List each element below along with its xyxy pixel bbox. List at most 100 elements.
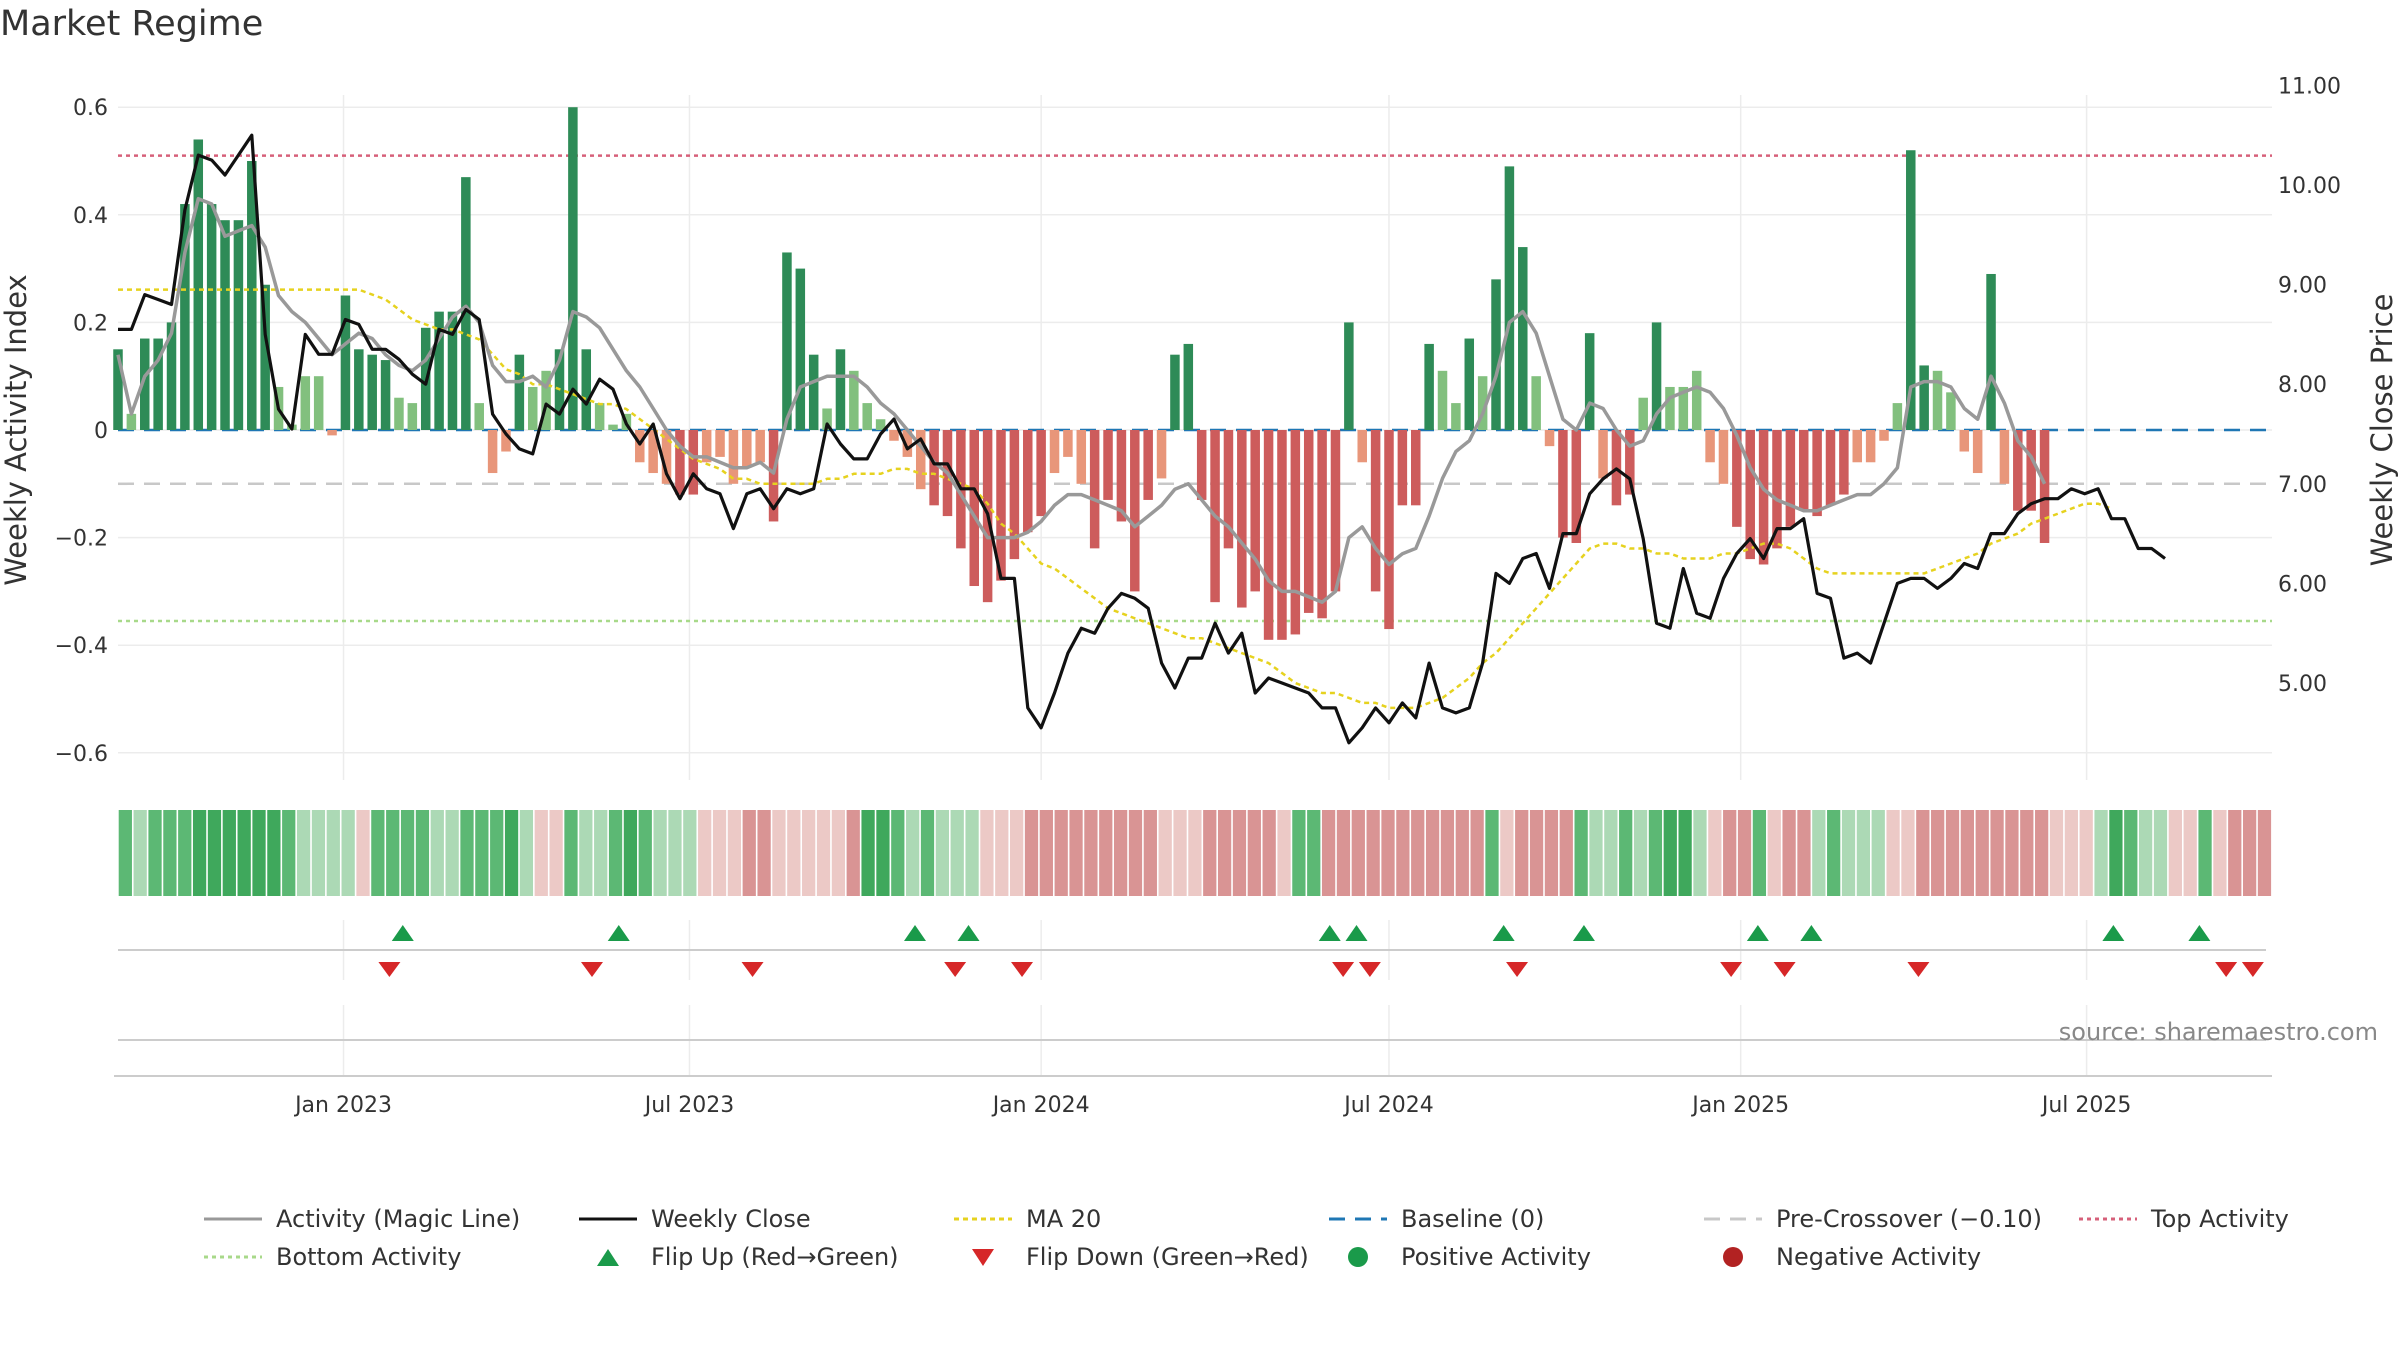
y-tick-label: 0.4 (73, 204, 108, 229)
regime-cell (1292, 810, 1306, 896)
activity-bar (782, 252, 792, 430)
activity-bar (434, 311, 444, 430)
y-axis-label: Weekly Activity Index (0, 274, 33, 585)
activity-bar (849, 370, 859, 430)
legend-label: Positive Activity (1401, 1243, 1591, 1271)
activity-bar (1531, 376, 1541, 430)
regime-cell (1841, 810, 1856, 896)
regime-cell (980, 810, 994, 896)
y2-tick-label: 10.00 (2278, 174, 2341, 199)
activity-bar (2026, 430, 2036, 511)
activity-bar (1023, 430, 1033, 533)
activity-bar (1063, 430, 1073, 457)
activity-bar (1959, 430, 1970, 452)
positive-dot-icon (1325, 1245, 1391, 1269)
flip-down-icon (950, 1245, 1016, 1269)
regime-cell (386, 810, 400, 896)
activity-bar (166, 322, 177, 430)
flip-up-marker (1318, 925, 1341, 941)
activity-bar (1785, 430, 1796, 527)
activity-bar (675, 430, 685, 495)
top-activity-icon (2075, 1207, 2141, 1231)
regime-cell (534, 810, 548, 896)
activity-bar (915, 430, 926, 490)
y2-tick-label: 8.00 (2278, 373, 2327, 398)
regime-cell (1544, 810, 1559, 896)
y2-tick-label: 5.00 (2278, 672, 2327, 697)
regime-cell (1886, 810, 1900, 896)
regime-cell (1782, 810, 1796, 896)
regime-cell (1604, 810, 1618, 896)
flip-up-marker (1800, 925, 1823, 941)
regime-cell (1024, 810, 1039, 896)
regime-cell (2228, 810, 2242, 896)
flip-up-marker (1345, 925, 1368, 941)
regime-cell (1277, 810, 1291, 896)
regime-cell (1440, 810, 1455, 896)
legend-label: Top Activity (2151, 1205, 2289, 1233)
legend-item-top: Top Activity (2075, 1205, 2325, 1233)
legend-item-flipdown: Flip Down (Green→Red) (950, 1243, 1325, 1271)
regime-cell (802, 810, 816, 896)
chart-title: Market Regime (0, 4, 264, 44)
regime-cell (311, 810, 326, 896)
activity-bar (1732, 430, 1742, 527)
flip-up-marker (2102, 925, 2125, 941)
activity-bar (447, 311, 458, 430)
activity-bar (648, 430, 658, 474)
regime-cell (1411, 810, 1425, 896)
legend-item-pre: Pre-Crossover (−0.10) (1700, 1205, 2075, 1233)
flip-markers-panel (118, 925, 2266, 977)
activity-bar (407, 403, 418, 430)
activity-bar (193, 139, 204, 431)
activity-bar (1076, 430, 1087, 484)
x-axis-ticks: Jan 2023 Jul 2023 Jan 2024 Jul 2024 Jan 2025… (293, 1093, 2131, 1118)
flip-down-marker (1773, 962, 1796, 977)
baseline-icon (1325, 1207, 1391, 1231)
regime-cell (504, 810, 519, 896)
regime-cell (1633, 810, 1648, 896)
activity-bar (969, 430, 979, 587)
regime-cell (1099, 810, 1113, 896)
activity-bar (1303, 430, 1314, 613)
series-lines (116, 133, 2166, 745)
activity-bar (661, 430, 672, 484)
legend-item-posact: Positive Activity (1325, 1243, 1700, 1271)
regime-cell (1500, 810, 1514, 896)
legend-item-baseline: Baseline (0) (1325, 1205, 1700, 1233)
weekly-close-line (118, 133, 2166, 745)
flip-up-marker (1492, 925, 1515, 941)
activity-bar (728, 430, 739, 484)
y2-tick-label: 7.00 (2278, 473, 2327, 498)
regime-cell (995, 810, 1009, 896)
activity-bar (1584, 333, 1595, 430)
activity-bar (1906, 150, 1916, 431)
y-axis-left-ticks: 0.6 0.4 0.2 0 −0.2 −0.4 −0.6 (55, 96, 108, 767)
activity-bar (1130, 430, 1140, 592)
activity-bar (1397, 430, 1408, 506)
y2-tick-label: 6.00 (2278, 572, 2327, 597)
regime-cell (356, 810, 370, 896)
regime-cell (445, 810, 459, 896)
y-tick-label: 0.6 (73, 96, 108, 121)
flip-down-marker (1720, 962, 1743, 977)
regime-cell (237, 810, 251, 896)
regime-cell (1307, 810, 1321, 896)
activity-bar (527, 386, 538, 430)
activity-bar (461, 177, 471, 430)
regime-cell (1574, 810, 1588, 896)
regime-cell (1470, 810, 1484, 896)
activity-bar (1986, 273, 1996, 430)
activity-bar (487, 430, 498, 474)
flip-up-marker (1746, 925, 1769, 941)
y-axis-right-ticks: 11.00 10.00 9.00 8.00 7.00 6.00 5.00 (2278, 74, 2341, 697)
activity-bar (701, 430, 712, 463)
regime-cell (712, 810, 727, 896)
regime-cell (846, 810, 860, 896)
legend-label: Activity (Magic Line) (276, 1205, 521, 1233)
regime-cell (1188, 810, 1202, 896)
activity-bar (514, 354, 525, 430)
regime-cell (430, 810, 444, 896)
activity-bar (313, 376, 324, 430)
activity-bar (795, 268, 806, 430)
